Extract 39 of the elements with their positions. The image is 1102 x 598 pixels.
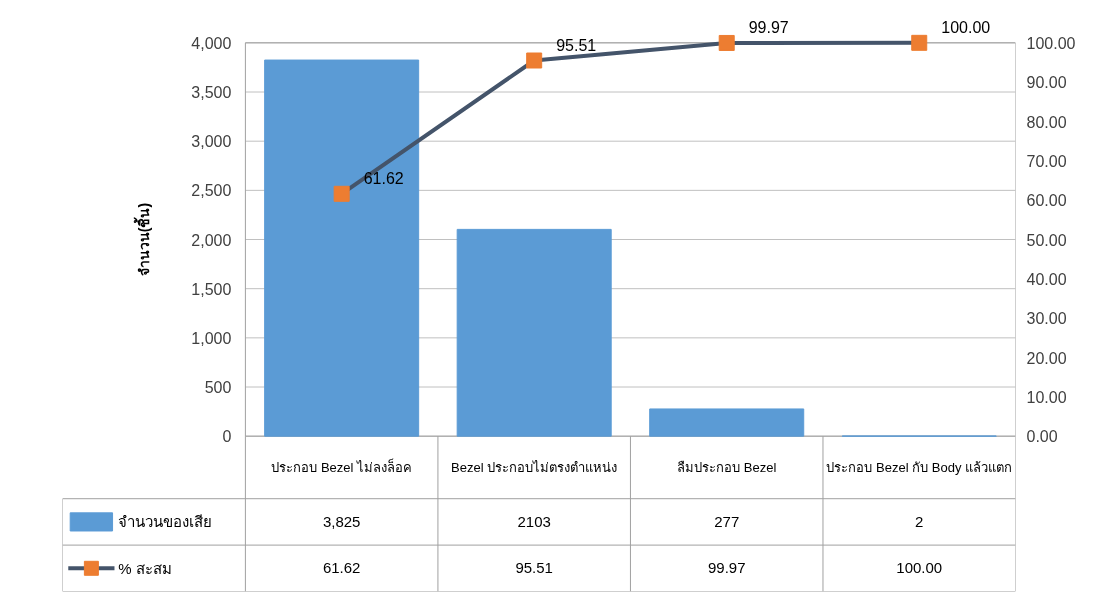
data-label: 2103 bbox=[517, 512, 551, 530]
text: 99.97 bbox=[748, 18, 789, 36]
y2-tick-label: 0.00 bbox=[1026, 428, 1058, 446]
y-tick-label: 3,500 bbox=[191, 84, 232, 102]
y2-tick-label: 10.00 bbox=[1026, 388, 1067, 406]
x-tick-label: ประกอบ Bezel กับ Body แล้วแตก bbox=[826, 459, 1013, 475]
y-tick-label: 3,000 bbox=[191, 133, 232, 151]
data-label: 277 bbox=[714, 512, 740, 530]
y2-tick-label: 70.00 bbox=[1026, 152, 1067, 170]
data-label: 100.00 bbox=[896, 559, 943, 577]
text: 61.62 bbox=[363, 169, 404, 187]
y2-tick-label: 90.00 bbox=[1026, 74, 1067, 92]
y-tick-label: 2,000 bbox=[191, 231, 232, 249]
y-tick-label: 1,500 bbox=[191, 280, 232, 298]
data-label: 95.51 bbox=[515, 559, 553, 577]
x-tick-label: ประกอบ Bezel ไม่ลงล็อค bbox=[271, 457, 413, 475]
y2-tick-label: 100.00 bbox=[1026, 34, 1076, 52]
y2-tick-label: 50.00 bbox=[1026, 231, 1067, 249]
y-tick-label: 2,500 bbox=[191, 182, 232, 200]
text: 95.51 bbox=[556, 36, 597, 54]
data-label: 2 bbox=[915, 512, 924, 530]
y2-tick-label: 20.00 bbox=[1026, 349, 1067, 367]
legend-label: จำนวนของเสีย bbox=[118, 513, 213, 531]
y2-tick-label: 60.00 bbox=[1026, 192, 1067, 210]
y-tick-label: 500 bbox=[204, 379, 232, 397]
legend-label: % สะสม bbox=[118, 559, 172, 577]
y2-tick-label: 80.00 bbox=[1026, 113, 1067, 131]
x-tick-label: ลืมประกอบ Bezel bbox=[677, 459, 777, 475]
x-tick-label: Bezel ประกอบไม่ตรงตำแหน่ง bbox=[451, 459, 618, 475]
y-axis-title: จำนวน(ชิ้น) bbox=[133, 202, 153, 277]
text: 100.00 bbox=[941, 18, 991, 36]
data-label: 3,825 bbox=[322, 512, 361, 530]
y2-tick-label: 40.00 bbox=[1026, 270, 1067, 288]
data-label: 99.97 bbox=[707, 559, 746, 577]
y-tick-label: 4,000 bbox=[191, 34, 232, 52]
y2-tick-label: 30.00 bbox=[1026, 310, 1067, 328]
y-tick-label: 0 bbox=[222, 428, 232, 446]
data-label: 61.62 bbox=[322, 559, 361, 577]
y-tick-label: 1,000 bbox=[191, 329, 232, 347]
